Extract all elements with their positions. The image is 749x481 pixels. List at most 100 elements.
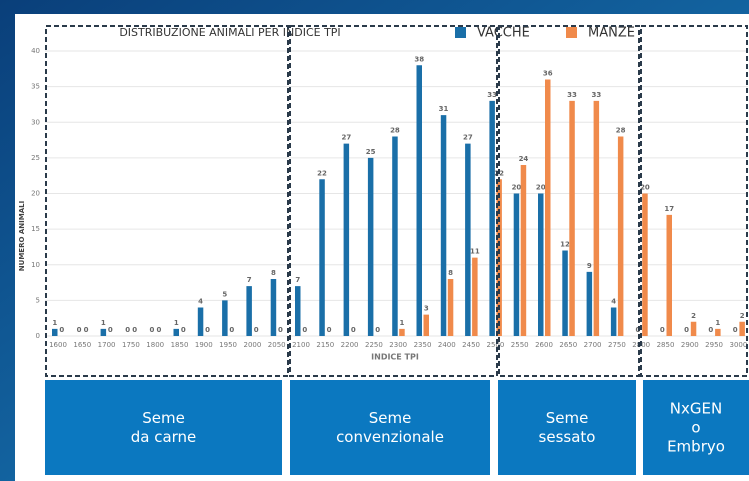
- x-tick-label: 1800: [146, 341, 164, 349]
- bar: [417, 65, 423, 336]
- value-label: 1: [101, 319, 106, 327]
- bar: [538, 194, 544, 337]
- value-label: 3: [424, 305, 429, 313]
- bar: [472, 258, 478, 336]
- x-tick-label: 1900: [195, 341, 213, 349]
- value-label: 0: [708, 326, 713, 334]
- group-label: sessato: [539, 428, 596, 446]
- bar: [368, 158, 374, 336]
- legend-swatch: [455, 27, 466, 38]
- bar: [295, 286, 301, 336]
- y-tick-label: 30: [31, 118, 40, 126]
- value-label: 2: [691, 312, 696, 320]
- legend-label: MANZE: [588, 26, 635, 41]
- x-tick-label: 2050: [268, 341, 286, 349]
- y-tick-label: 15: [31, 225, 40, 233]
- value-label: 2: [740, 312, 745, 320]
- x-tick-label: 2900: [681, 341, 699, 349]
- value-label: 0: [132, 326, 137, 334]
- value-label: 4: [198, 298, 203, 306]
- value-label: 33: [487, 91, 497, 99]
- value-label: 20: [536, 184, 546, 192]
- bar: [618, 137, 624, 337]
- y-tick-label: 20: [31, 190, 40, 198]
- value-label: 1: [174, 319, 179, 327]
- bar: [441, 115, 447, 336]
- bar: [594, 101, 600, 336]
- x-tick-label: 2350: [414, 341, 432, 349]
- x-tick-label: 1700: [98, 341, 116, 349]
- bar: [739, 322, 745, 336]
- bar: [569, 101, 575, 336]
- bar: [691, 322, 697, 336]
- y-tick-label: 25: [31, 154, 40, 162]
- bar: [489, 101, 495, 336]
- value-label: 25: [366, 148, 376, 156]
- value-label: 7: [247, 276, 252, 284]
- group-label: NxGEN: [670, 400, 722, 418]
- bar: [101, 329, 107, 336]
- group-label: convenzionale: [336, 428, 444, 446]
- x-tick-label: 2600: [535, 341, 553, 349]
- x-axis-label: INDICE TPI: [371, 353, 419, 362]
- bar: [545, 80, 551, 337]
- bar: [667, 215, 673, 336]
- x-tick-label: 2450: [462, 341, 480, 349]
- x-tick-label: 2200: [341, 341, 359, 349]
- value-label: 27: [463, 134, 473, 142]
- bar: [198, 308, 204, 337]
- value-label: 0: [684, 326, 689, 334]
- value-label: 1: [52, 319, 57, 327]
- bar: [271, 279, 277, 336]
- x-tick-label: 2550: [511, 341, 529, 349]
- value-label: 0: [150, 326, 155, 334]
- x-tick-label: 2750: [608, 341, 626, 349]
- bar: [52, 329, 58, 336]
- value-label: 28: [390, 127, 400, 135]
- x-tick-label: 2950: [705, 341, 723, 349]
- legend-swatch: [566, 27, 577, 38]
- x-tick-label: 2700: [584, 341, 602, 349]
- bar: [715, 329, 721, 336]
- value-label: 8: [271, 269, 276, 277]
- value-label: 0: [229, 326, 234, 334]
- y-tick-label: 10: [31, 261, 40, 269]
- y-tick-label: 0: [36, 332, 40, 340]
- bar: [642, 194, 648, 337]
- y-tick-label: 5: [36, 296, 40, 304]
- value-label: 0: [77, 326, 82, 334]
- bar: [319, 179, 325, 336]
- x-tick-label: 2500: [486, 341, 504, 349]
- value-label: 0: [181, 326, 186, 334]
- value-label: 0: [733, 326, 738, 334]
- x-tick-label: 2250: [365, 341, 383, 349]
- y-tick-label: 40: [31, 47, 40, 55]
- group-label: da carne: [131, 428, 197, 446]
- bar: [465, 144, 471, 336]
- bar: [392, 137, 398, 337]
- value-label: 0: [327, 326, 332, 334]
- value-label: 0: [254, 326, 259, 334]
- group-label: Seme: [142, 409, 185, 427]
- x-tick-label: 3000: [729, 341, 747, 349]
- x-tick-label: 2000: [243, 341, 261, 349]
- value-label: 5: [222, 290, 227, 298]
- value-label: 0: [59, 326, 64, 334]
- value-label: 27: [341, 134, 351, 142]
- x-tick-label: 1750: [122, 341, 140, 349]
- value-label: 31: [439, 105, 449, 113]
- bar: [424, 315, 430, 336]
- value-label: 9: [587, 262, 592, 270]
- value-label: 38: [414, 55, 424, 63]
- value-label: 33: [591, 91, 601, 99]
- value-label: 0: [375, 326, 380, 334]
- x-tick-label: 2150: [316, 341, 334, 349]
- bar: [562, 251, 568, 337]
- x-tick-label: 2650: [559, 341, 577, 349]
- y-tick-label: 35: [31, 83, 40, 91]
- x-tick-label: 1650: [73, 341, 91, 349]
- x-tick-label: 1850: [171, 341, 189, 349]
- x-tick-label: 2100: [292, 341, 310, 349]
- bar: [521, 165, 527, 336]
- value-label: 0: [125, 326, 130, 334]
